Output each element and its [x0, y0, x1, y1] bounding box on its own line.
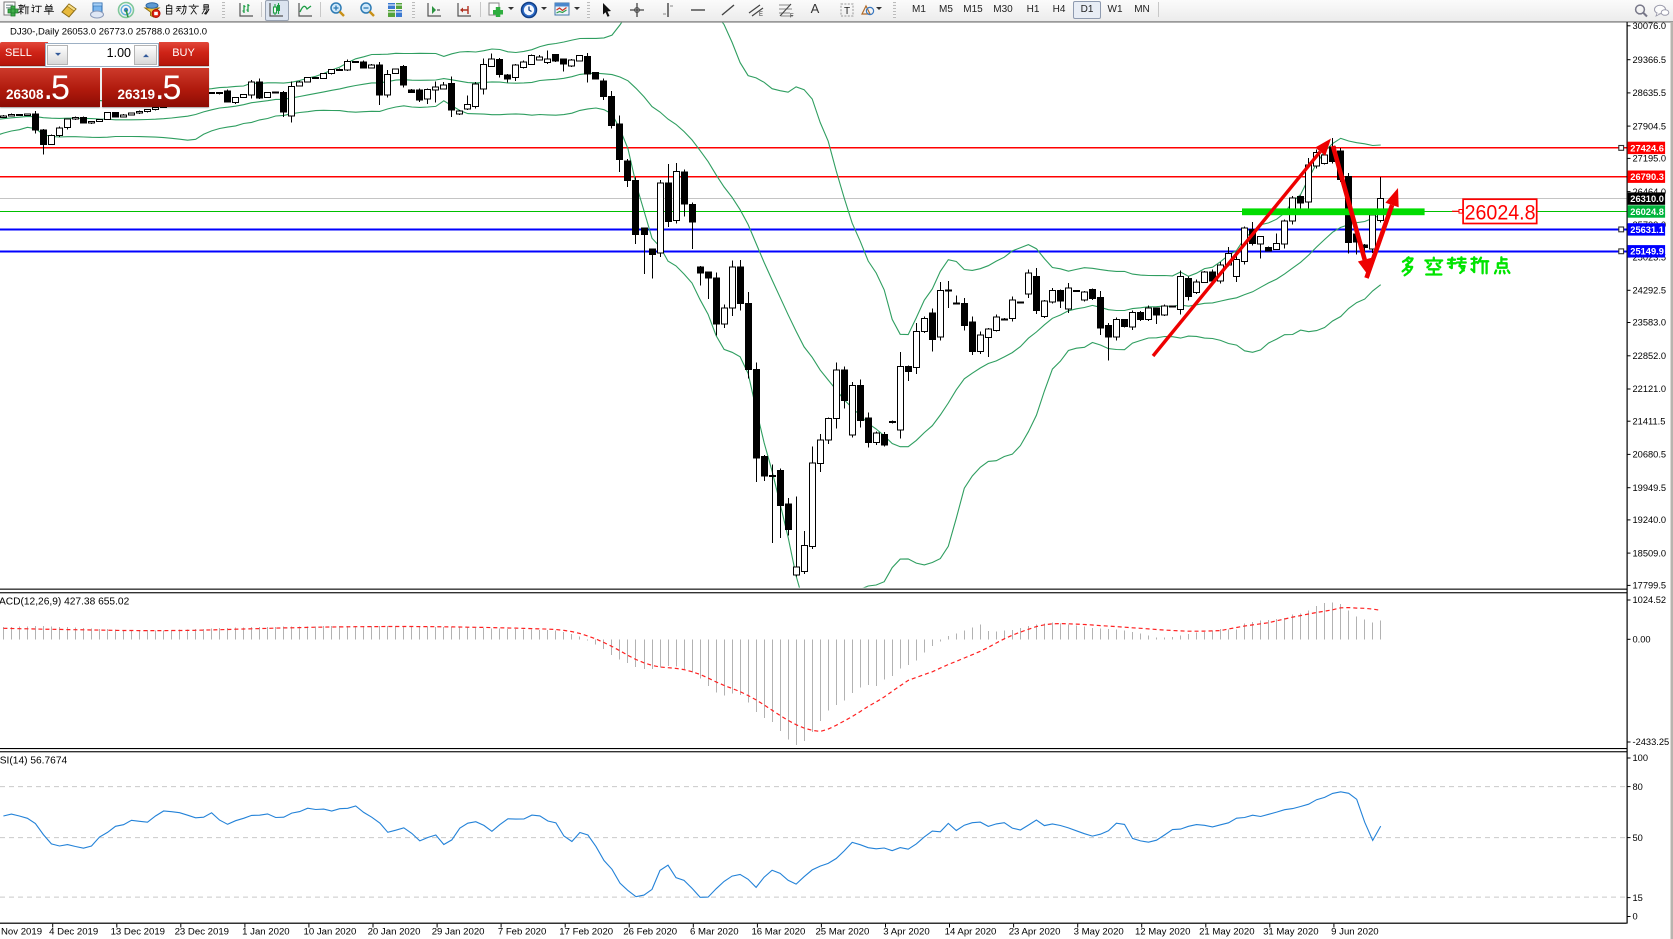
- svg-text:0: 0: [1633, 912, 1638, 922]
- svg-text:F: F: [790, 14, 794, 20]
- svg-text:29366.5: 29366.5: [1633, 55, 1667, 65]
- svg-text:3 May 2020: 3 May 2020: [1074, 927, 1124, 938]
- svg-text:1024.52: 1024.52: [1633, 595, 1667, 605]
- svg-text:12 May 2020: 12 May 2020: [1135, 927, 1190, 938]
- svg-text:7 Feb 2020: 7 Feb 2020: [498, 927, 547, 938]
- svg-text:6 Mar 2020: 6 Mar 2020: [690, 927, 739, 938]
- svg-text:3 Apr 2020: 3 Apr 2020: [883, 927, 929, 938]
- svg-text:25 Mar 2020: 25 Mar 2020: [815, 927, 869, 938]
- svg-text:22852.0: 22852.0: [1633, 351, 1667, 361]
- svg-text:19949.5: 19949.5: [1633, 483, 1667, 493]
- svg-text:Nov 2019: Nov 2019: [1, 927, 42, 938]
- svg-text:18509.0: 18509.0: [1633, 548, 1667, 558]
- svg-text:25149.9: 25149.9: [1630, 247, 1664, 257]
- svg-text:14 Apr 2020: 14 Apr 2020: [945, 927, 997, 938]
- svg-text:31 May 2020: 31 May 2020: [1263, 927, 1318, 938]
- svg-text:30076.0: 30076.0: [1633, 21, 1667, 31]
- svg-text:0.00: 0.00: [1633, 635, 1651, 645]
- svg-text:20680.5: 20680.5: [1633, 450, 1667, 460]
- svg-text:21 May 2020: 21 May 2020: [1199, 927, 1254, 938]
- svg-text:-2433.25: -2433.25: [1633, 737, 1670, 747]
- svg-text:17799.5: 17799.5: [1633, 581, 1667, 591]
- svg-text:27904.5: 27904.5: [1633, 121, 1667, 131]
- svg-text:50: 50: [1633, 833, 1643, 843]
- svg-text:MACD(12,26,9) 427.38 655.02: MACD(12,26,9) 427.38 655.02: [0, 597, 130, 608]
- svg-text:15: 15: [1633, 893, 1643, 903]
- svg-text:26 Feb 2020: 26 Feb 2020: [623, 927, 677, 938]
- svg-text:4 Dec 2019: 4 Dec 2019: [49, 927, 98, 938]
- svg-text:26024.8: 26024.8: [1465, 202, 1536, 225]
- svg-text:9 Jun 2020: 9 Jun 2020: [1331, 927, 1378, 938]
- svg-text:27424.6: 27424.6: [1630, 143, 1664, 153]
- svg-text:13 Dec 2019: 13 Dec 2019: [111, 927, 165, 938]
- svg-text:26464.0: 26464.0: [1633, 187, 1667, 197]
- svg-text:23583.0: 23583.0: [1633, 318, 1667, 328]
- svg-text:T: T: [844, 6, 850, 17]
- svg-text:26024.8: 26024.8: [1630, 207, 1664, 217]
- svg-text:27195.0: 27195.0: [1633, 154, 1667, 164]
- svg-text:25631.1: 25631.1: [1630, 225, 1664, 235]
- svg-text:10 Jan 2020: 10 Jan 2020: [303, 927, 356, 938]
- svg-text:100: 100: [1633, 753, 1649, 763]
- svg-text:29 Jan 2020: 29 Jan 2020: [432, 927, 485, 938]
- svg-text:E: E: [759, 12, 763, 18]
- svg-text:19240.0: 19240.0: [1633, 515, 1667, 525]
- svg-text:24292.5: 24292.5: [1633, 286, 1667, 296]
- svg-text:26310.0: 26310.0: [1630, 194, 1664, 204]
- svg-text:26790.3: 26790.3: [1630, 172, 1664, 182]
- svg-text:16 Mar 2020: 16 Mar 2020: [751, 927, 805, 938]
- svg-text:1 Jan 2020: 1 Jan 2020: [242, 927, 289, 938]
- svg-text:20 Jan 2020: 20 Jan 2020: [368, 927, 421, 938]
- svg-text:DJ30-,Daily 26053.0 26773.0 2: DJ30-,Daily 26053.0 26773.0 25788.0 2631…: [10, 27, 207, 38]
- svg-text:28635.5: 28635.5: [1633, 88, 1667, 98]
- svg-text:17 Feb 2020: 17 Feb 2020: [559, 927, 613, 938]
- svg-text:80: 80: [1633, 782, 1643, 792]
- svg-text:23 Dec 2019: 23 Dec 2019: [175, 927, 229, 938]
- svg-text:22121.0: 22121.0: [1633, 384, 1667, 394]
- svg-text:23 Apr 2020: 23 Apr 2020: [1009, 927, 1061, 938]
- svg-text:21411.5: 21411.5: [1633, 416, 1666, 426]
- svg-text:RSI(14) 56.7674: RSI(14) 56.7674: [0, 756, 67, 767]
